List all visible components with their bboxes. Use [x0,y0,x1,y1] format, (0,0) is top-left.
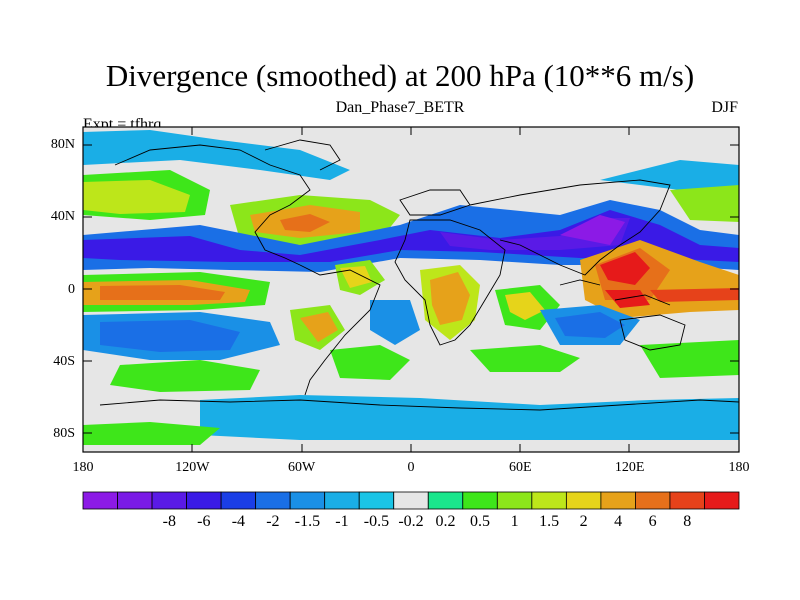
lon-label: 120E [614,460,645,475]
colorbar-level-label: -4 [231,513,246,530]
colorbar-level-label: 8 [683,513,692,530]
lon-label: 180 [728,460,750,475]
colorbar-level-label: 1.5 [539,513,560,530]
colorbar-swatch [565,491,602,510]
colorbar-swatch [635,491,671,510]
colorbar-swatch [289,491,326,510]
colorbar-level-label: -6 [197,513,211,530]
lat-label: 40N [50,209,75,225]
lon-label: 180 [72,460,94,475]
colorbar-swatch [358,491,395,510]
colorbar-swatch [255,491,291,510]
colorbar-level-label: 0.2 [435,513,456,530]
colorbar-level-label: -1.5 [294,513,321,530]
colorbar [82,491,740,510]
colorbar-level-label: 2 [579,513,588,530]
colorbar-swatch [393,491,429,510]
colorbar-swatch [186,491,222,510]
lat-label: 40S [53,353,75,369]
plot-title: Divergence (smoothed) at 200 hPa (10**6 … [105,58,695,93]
colorbar-level-label: 1 [510,513,519,530]
colorbar-swatch [600,491,636,510]
colorbar-swatch [669,491,705,510]
coastlines [99,139,739,411]
lat-label: 80S [53,425,75,441]
map-frame [82,126,740,453]
colorbar-swatch [151,491,187,510]
axis-ticks [83,127,739,452]
lon-label: 60W [288,460,316,475]
colorbar-swatch [496,491,533,510]
colorbar-level-label: -0.2 [398,513,424,530]
lat-label: 0 [68,281,75,297]
colorbar-swatch [82,491,118,510]
lon-label: 60E [509,460,532,475]
season-label: DJF [711,99,738,116]
colorbar-swatch [427,491,464,510]
lon-label: 120W [175,460,210,475]
colorbar-swatch [220,491,257,510]
colorbar-swatch [531,491,567,510]
lon-label: 0 [407,460,415,475]
colorbar-swatch [704,491,740,510]
colorbar-level-label: -1 [335,513,349,530]
lat-label: 80N [50,137,75,153]
colorbar-level-label: -2 [266,513,280,530]
colorbar-swatch [117,491,153,510]
colorbar-level-label: -0.5 [363,513,390,530]
plot-subtitle: Dan_Phase7_BETR [335,99,465,116]
colorbar-level-label: 6 [648,513,657,530]
colorbar-swatch [462,491,498,510]
divergence-field [83,127,739,452]
colorbar-level-label: 4 [614,513,623,530]
colorbar-level-label: -8 [162,513,176,530]
colorbar-swatch [324,491,360,510]
colorbar-level-label: 0.5 [470,513,491,530]
